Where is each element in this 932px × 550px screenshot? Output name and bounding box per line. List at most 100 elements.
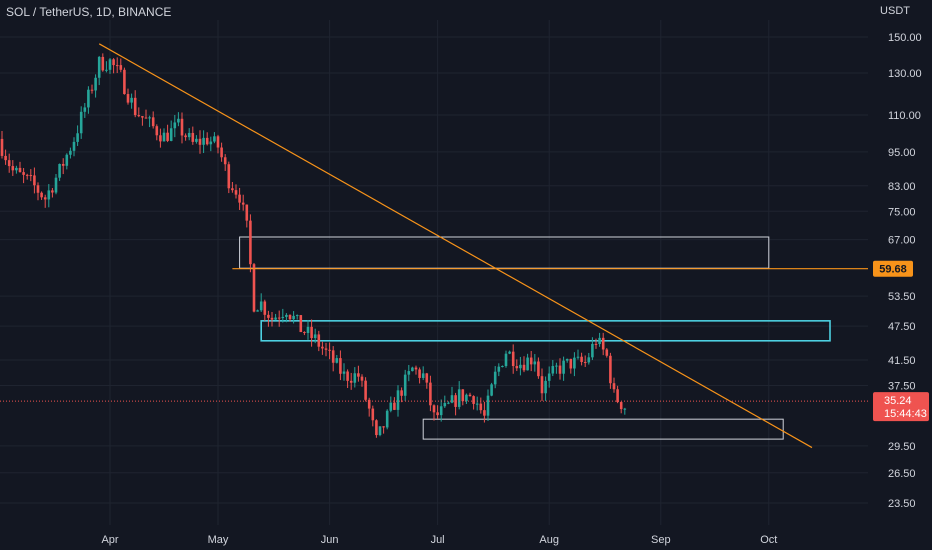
candle-body (29, 175, 33, 177)
candle-body (583, 361, 587, 363)
candle-body (465, 394, 468, 402)
candle-body (360, 376, 364, 381)
candle-body (94, 77, 97, 91)
candle-body (205, 137, 209, 145)
candle-body (162, 132, 166, 142)
candle-body (223, 157, 227, 165)
candle-body (612, 383, 616, 390)
x-tick-label: Apr (101, 534, 118, 546)
candle-body (238, 194, 241, 203)
candle-body (472, 396, 475, 404)
candle-body (256, 310, 259, 312)
candle-body (573, 357, 576, 369)
candle-body (43, 197, 47, 200)
candle-body (137, 115, 141, 117)
candle-body (598, 337, 601, 345)
candle-body (421, 373, 425, 378)
candle-body (227, 164, 231, 189)
x-tick-label: May (208, 534, 229, 546)
candle-body (277, 317, 281, 319)
candle-body (393, 402, 396, 410)
level-marker-label: 59.68 (879, 264, 907, 276)
y-tick-label: 130.00 (888, 68, 922, 80)
candle-body (529, 357, 533, 365)
y-tick-label: 23.50 (888, 498, 916, 510)
candle-body (619, 402, 623, 410)
candle-body (429, 382, 432, 406)
candle-body (411, 367, 414, 372)
candle-body (364, 380, 367, 400)
candle-body (285, 314, 288, 317)
candle-body (15, 167, 18, 171)
candle-body (11, 166, 15, 171)
candle-body (317, 334, 321, 347)
candle-body (432, 405, 436, 413)
candle-body (33, 175, 36, 186)
y-tick-label: 37.50 (888, 381, 916, 393)
drawing-lines (0, 43, 868, 449)
price-axis[interactable]: 150.00 130.00 110.00 95.00 83.00 75.00 67.00 53… (888, 32, 922, 510)
time-axis[interactable]: Apr May Jun Jul Aug Sep Oct (101, 534, 777, 546)
candle-body (252, 264, 256, 312)
candle-body (551, 366, 555, 374)
candle-body (18, 167, 22, 173)
candle-body (148, 117, 151, 119)
candle-body (450, 395, 454, 403)
candle-body (357, 373, 360, 377)
y-tick-label: 47.50 (888, 321, 916, 333)
candle-body (382, 426, 385, 428)
candle-body (396, 390, 400, 410)
candle-body (580, 356, 583, 362)
candle-body (79, 111, 83, 134)
candle-body (378, 426, 382, 436)
candle-body (493, 371, 497, 385)
candle-body (591, 343, 594, 358)
candle-body (83, 107, 87, 112)
candle-body (609, 355, 612, 384)
candle-body (486, 395, 490, 416)
candle-body (339, 358, 342, 374)
candle-body (457, 389, 461, 407)
y-tick-label: 26.50 (888, 468, 916, 480)
currency-label: USDT (880, 5, 910, 17)
candle-body (295, 315, 299, 317)
candle-body (69, 150, 72, 155)
candle-body (605, 349, 609, 356)
candle-body (119, 65, 123, 70)
candle-body (97, 56, 101, 78)
resistance-box (260, 320, 831, 342)
candle-body (537, 361, 540, 377)
candle-body (511, 351, 515, 367)
candle-body (562, 360, 565, 374)
candle-body (4, 155, 7, 161)
y-tick-label: 150.00 (888, 32, 922, 44)
candle-body (425, 373, 429, 383)
candle-body (209, 141, 213, 145)
candle-body (461, 389, 465, 402)
candle-body (407, 371, 411, 375)
candle-body (187, 132, 191, 138)
candle-body (173, 122, 177, 129)
symbol-title[interactable]: SOL / TetherUS, 1D, BINANCE (6, 5, 172, 19)
candle-body (47, 190, 51, 200)
candle-body (259, 301, 263, 311)
candle-body (245, 204, 249, 221)
candle-body (249, 220, 252, 265)
candle-body (231, 188, 234, 191)
candle-body (439, 406, 443, 416)
candle-body (241, 202, 245, 205)
y-tick-label: 95.00 (888, 147, 916, 159)
candle-body (22, 172, 25, 175)
candle-body (220, 147, 223, 158)
candle-body (544, 380, 547, 394)
grid (0, 20, 868, 525)
candle-body (497, 366, 501, 372)
candle-body (51, 190, 54, 193)
candle-body (335, 358, 339, 363)
candle-body (558, 365, 562, 374)
candle-body (40, 192, 43, 198)
candle-body (151, 117, 155, 127)
candle-body (303, 332, 306, 334)
candle-body (90, 89, 94, 91)
